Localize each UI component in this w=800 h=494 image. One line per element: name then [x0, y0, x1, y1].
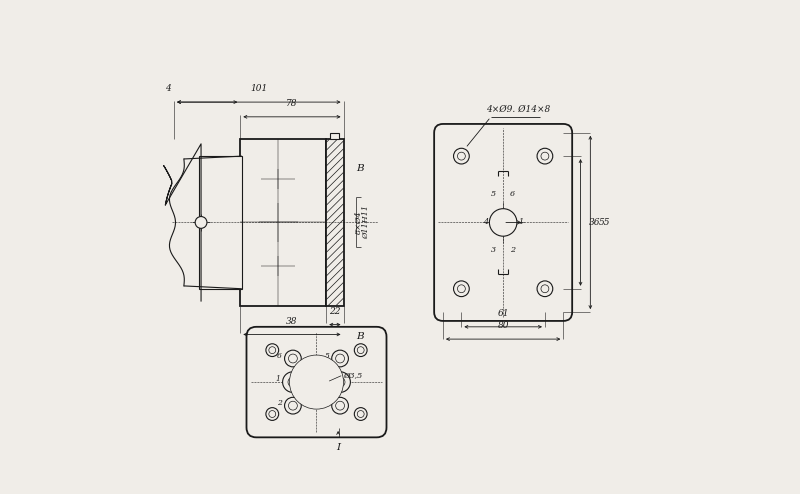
Circle shape [330, 372, 350, 392]
Text: Ø3,5: Ø3,5 [343, 370, 362, 379]
Text: 38: 38 [286, 317, 298, 326]
Text: 101: 101 [250, 84, 267, 93]
Circle shape [288, 377, 298, 387]
Circle shape [354, 408, 367, 420]
Circle shape [336, 401, 345, 410]
Text: 1: 1 [518, 218, 523, 226]
Circle shape [269, 411, 276, 417]
Circle shape [332, 350, 349, 367]
Bar [326, 139, 343, 306]
Circle shape [266, 344, 278, 357]
Text: 1: 1 [275, 375, 280, 383]
Circle shape [537, 281, 553, 296]
Circle shape [332, 397, 349, 414]
Circle shape [282, 372, 303, 392]
Text: 4: 4 [322, 375, 327, 383]
Text: 6: 6 [278, 352, 282, 360]
Circle shape [541, 285, 549, 292]
Circle shape [458, 285, 466, 292]
Circle shape [266, 408, 278, 420]
Circle shape [458, 152, 466, 160]
Circle shape [358, 411, 364, 417]
Text: 5: 5 [324, 352, 330, 360]
Circle shape [289, 354, 298, 363]
Bar [198, 156, 242, 289]
Text: 4: 4 [483, 218, 488, 226]
Text: 78: 78 [286, 99, 298, 108]
Bar [330, 133, 339, 139]
Text: 6: 6 [510, 191, 515, 199]
Text: 2: 2 [278, 399, 282, 407]
Text: 5: 5 [491, 191, 496, 199]
Text: 3: 3 [491, 247, 496, 254]
Text: I: I [337, 443, 341, 452]
Text: 2: 2 [510, 247, 515, 254]
Circle shape [290, 355, 343, 409]
Bar [240, 139, 326, 306]
Circle shape [354, 344, 367, 357]
Text: 55: 55 [599, 218, 610, 227]
Circle shape [335, 377, 345, 387]
Text: 80: 80 [498, 321, 509, 330]
Circle shape [541, 152, 549, 160]
Text: B: B [356, 332, 363, 341]
Circle shape [336, 354, 345, 363]
Text: Ø11H11: Ø11H11 [362, 206, 370, 240]
Circle shape [195, 216, 207, 228]
Text: B: B [356, 165, 363, 173]
Circle shape [285, 397, 302, 414]
Circle shape [537, 148, 553, 164]
Text: 36: 36 [590, 218, 601, 227]
Circle shape [454, 148, 470, 164]
Circle shape [454, 281, 470, 296]
Text: 8×Ø4: 8×Ø4 [355, 210, 363, 234]
FancyBboxPatch shape [246, 327, 386, 437]
Circle shape [269, 347, 276, 354]
FancyBboxPatch shape [434, 124, 572, 321]
Text: 61: 61 [498, 309, 509, 318]
Circle shape [358, 347, 364, 354]
Text: 22: 22 [329, 307, 341, 316]
Text: 3: 3 [324, 399, 330, 407]
Text: 4×Ø9. Ø14×8: 4×Ø9. Ø14×8 [486, 105, 550, 115]
Circle shape [285, 350, 302, 367]
Text: 4: 4 [166, 84, 171, 93]
Circle shape [289, 401, 298, 410]
Circle shape [490, 208, 517, 236]
